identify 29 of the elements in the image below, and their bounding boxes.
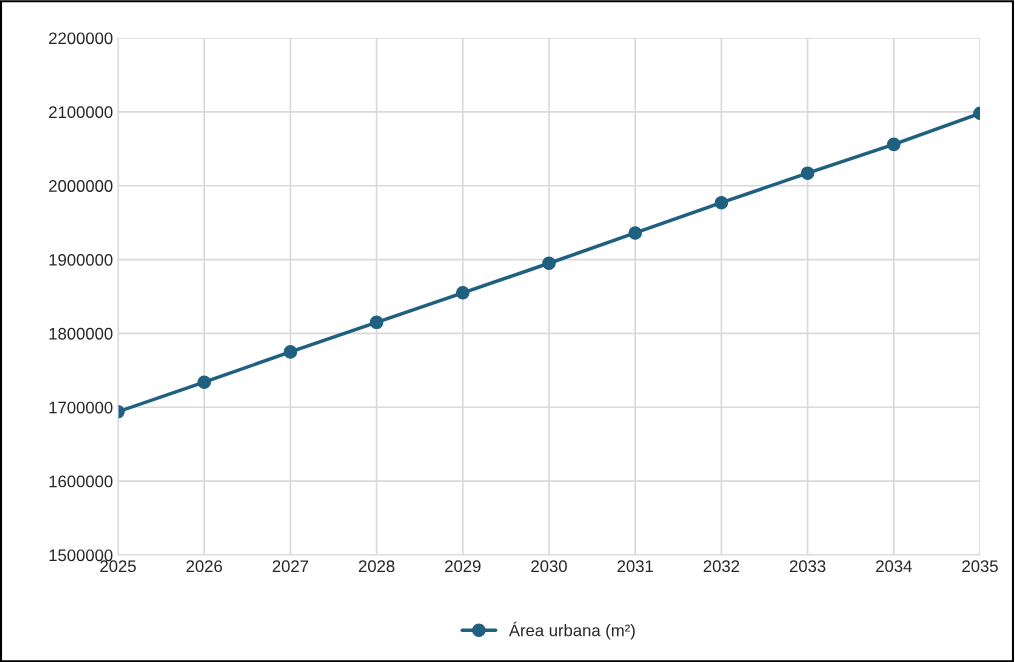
x-tick-label: 2026 (186, 560, 223, 573)
y-tick-label: 1900000 (49, 253, 113, 266)
point (714, 195, 729, 210)
y-tick-label: 2000000 (49, 180, 113, 192)
x-tick-label: 2032 (703, 560, 740, 573)
y-tick-label: 2200000 (49, 32, 113, 45)
x-tick-label: 2025 (100, 560, 136, 573)
y-tick-label: 1500000 (49, 549, 113, 562)
x-tick-label: 2031 (617, 560, 653, 573)
point (542, 256, 556, 271)
point (369, 315, 384, 330)
x-tick-label: 2027 (272, 560, 309, 573)
x-tick-label: 2029 (445, 560, 481, 573)
x-tick-label: 2030 (531, 560, 567, 573)
x-tick-label: 2033 (789, 560, 826, 573)
x-tick-label: 2028 (358, 560, 395, 573)
point (456, 286, 470, 300)
point (887, 137, 901, 152)
y-tick-label: 1800000 (49, 327, 113, 340)
point (283, 345, 298, 359)
legend-label: Área urbana (m²) (508, 621, 635, 640)
y-tick-label: 1600000 (49, 475, 113, 488)
point (800, 166, 815, 180)
x-tick-label: 2034 (876, 560, 912, 573)
y-tick-label: 2100000 (49, 106, 113, 119)
point (628, 226, 642, 240)
point (197, 375, 211, 389)
y-tick-label: 1700000 (49, 401, 113, 414)
x-tick-label: 2035 (962, 560, 998, 573)
